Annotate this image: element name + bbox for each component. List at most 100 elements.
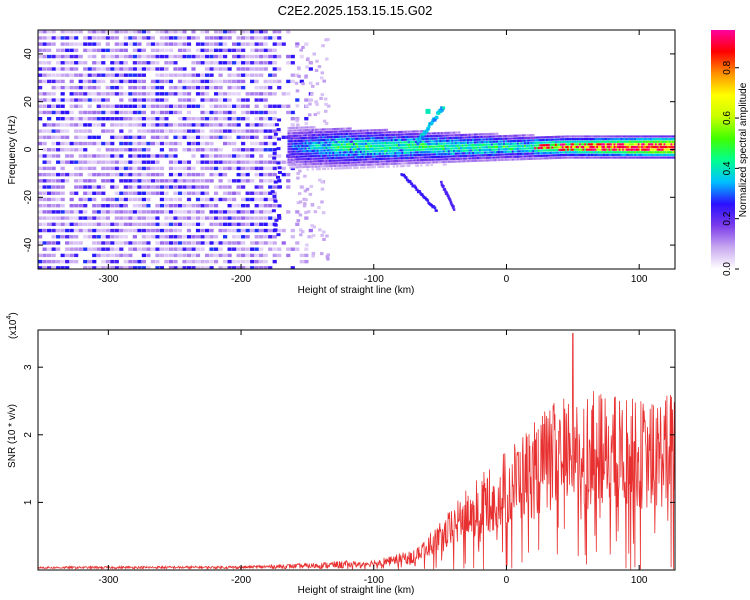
heatmap-cell <box>182 54 187 59</box>
heatmap-cell <box>268 92 273 96</box>
heatmap-cell <box>594 151 597 154</box>
heatmap-cell <box>313 139 316 142</box>
heatmap-cell <box>295 116 300 121</box>
heatmap-cell <box>321 136 325 139</box>
heatmap-cell <box>592 156 596 159</box>
heatmap-cell <box>384 134 387 137</box>
heatmap-cell <box>110 203 115 208</box>
heatmap-cell <box>366 137 370 140</box>
heatmap-cell <box>232 241 237 245</box>
heatmap-cell <box>315 144 318 147</box>
heatmap-cell <box>313 210 318 214</box>
heatmap-cell <box>354 166 357 169</box>
heatmap-cell <box>177 247 183 251</box>
heatmap-cell <box>241 42 246 46</box>
heatmap-cell <box>173 197 178 202</box>
heatmap-cell <box>491 153 494 157</box>
heatmap-cell <box>551 143 554 147</box>
heatmap-cell <box>119 154 124 158</box>
heatmap-cell <box>296 172 300 176</box>
heatmap-cell <box>456 144 459 147</box>
heatmap-cell <box>47 197 52 202</box>
heatmap-cell <box>182 36 187 40</box>
heatmap-cell <box>484 148 487 152</box>
heatmap-cell <box>527 152 530 155</box>
heatmap-cell <box>391 149 394 152</box>
heatmap-cell <box>434 161 437 164</box>
heatmap-cell <box>328 133 332 136</box>
heatmap-cell <box>110 259 115 264</box>
heatmap-cell <box>96 241 101 245</box>
heatmap-cell <box>47 129 52 133</box>
heatmap-cell <box>361 132 364 135</box>
heatmap-cell <box>38 67 43 71</box>
heatmap-cell <box>359 137 363 140</box>
heatmap-cell <box>83 141 88 146</box>
heatmap-cell <box>370 137 373 140</box>
heatmap-cell <box>182 48 187 53</box>
heatmap-cell <box>123 253 128 258</box>
heatmap-cell <box>119 241 124 245</box>
heatmap-cell <box>137 123 142 127</box>
heatmap-cell <box>326 257 330 261</box>
heatmap-cell <box>105 85 110 90</box>
heatmap-cell <box>119 129 124 133</box>
heatmap-cell <box>186 253 192 258</box>
heatmap-cell <box>312 225 316 229</box>
heatmap-cell <box>556 143 559 146</box>
heatmap-cell <box>623 148 627 151</box>
heatmap-cell <box>443 188 447 192</box>
heatmap-cell <box>168 148 174 152</box>
heatmap-cell <box>339 154 342 157</box>
heatmap-cell <box>477 143 480 147</box>
heatmap-cell <box>444 155 447 158</box>
heatmap-cell <box>359 129 363 132</box>
heatmap-cell <box>639 143 642 146</box>
heatmap-cell <box>416 161 420 165</box>
snr-x-axis-label: Height of straight line (km) <box>298 585 415 596</box>
heatmap-cell <box>87 129 92 133</box>
heatmap-cell <box>460 149 463 152</box>
heatmap-cell <box>277 179 282 183</box>
heatmap-cell <box>570 153 573 157</box>
heatmap-cell <box>51 266 56 269</box>
heatmap-cell <box>542 144 546 147</box>
heatmap-cell <box>168 42 174 46</box>
heatmap-cell <box>232 129 237 133</box>
heatmap-cell <box>304 198 308 202</box>
heatmap-cell <box>87 104 92 108</box>
heatmap-cell <box>289 145 292 148</box>
heatmap-cell <box>313 155 316 158</box>
heatmap-cell <box>69 160 74 164</box>
heatmap-cell <box>404 146 408 149</box>
heatmap-cell <box>473 146 477 149</box>
heatmap-cell <box>622 156 625 159</box>
heatmap-cell <box>511 153 514 156</box>
heatmap-cell <box>356 158 359 161</box>
heatmap-cell <box>241 172 246 177</box>
heatmap-cell <box>444 131 447 135</box>
heatmap-cell <box>110 92 115 96</box>
heatmap-cell <box>92 73 97 77</box>
heatmap-cell <box>384 136 387 139</box>
heatmap-cell <box>315 131 318 134</box>
heatmap-cell <box>506 155 509 159</box>
heatmap-cell <box>420 161 423 164</box>
heatmap-cell <box>268 54 273 59</box>
heatmap-cell <box>200 197 205 202</box>
heatmap-cell <box>277 247 282 251</box>
heatmap-cell <box>494 135 497 138</box>
heatmap-cell <box>477 151 480 154</box>
heatmap-cell <box>667 156 670 159</box>
heatmap-cell <box>529 152 532 155</box>
heatmap-cell <box>96 135 101 140</box>
heatmap-cell <box>573 138 577 141</box>
heatmap-cell <box>150 129 156 133</box>
heatmap-cell <box>584 135 587 138</box>
heatmap-cell <box>74 203 79 208</box>
heatmap-cell <box>454 131 458 134</box>
heatmap-cell <box>323 154 326 157</box>
heatmap-cell <box>397 162 401 165</box>
heatmap-cell <box>558 148 561 152</box>
heatmap-cell <box>290 266 295 269</box>
